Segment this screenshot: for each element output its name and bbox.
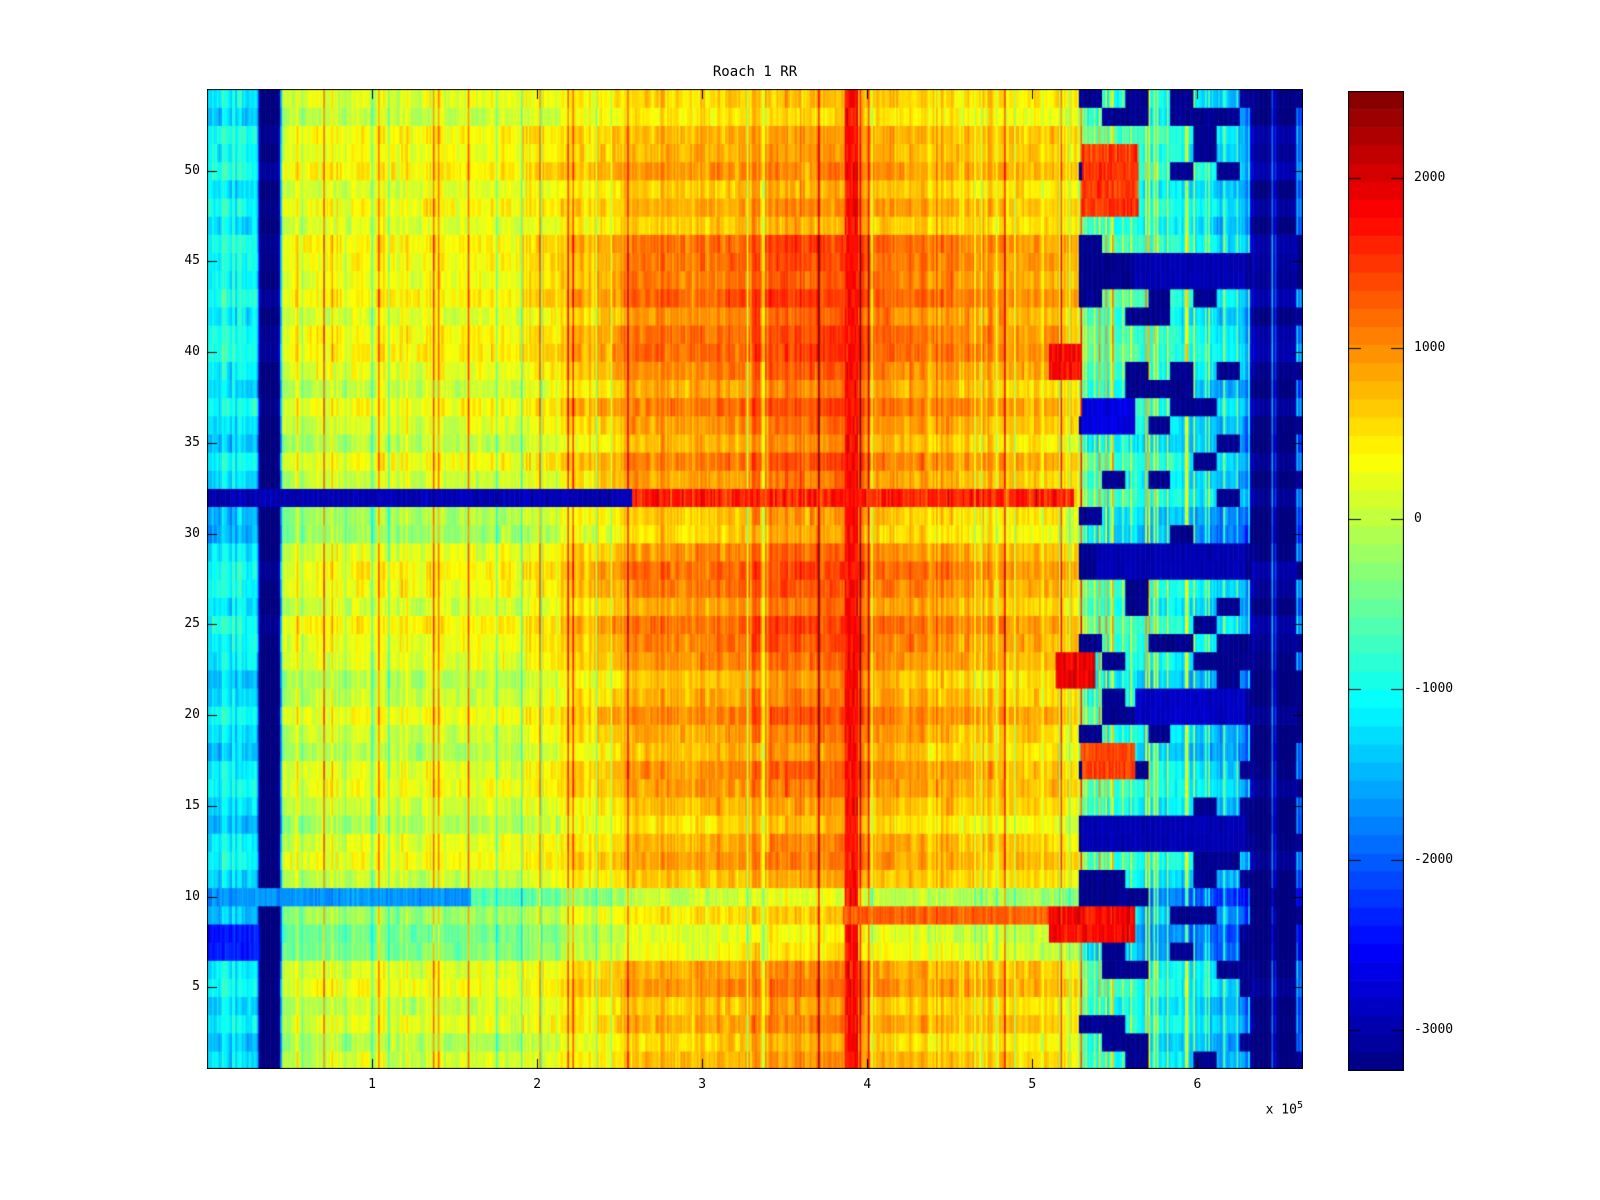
- y-tick-label: 45: [184, 253, 200, 269]
- heatmap-canvas: [207, 89, 1303, 1069]
- y-tick-label: 50: [184, 162, 200, 178]
- x-tick-label: 2: [533, 1077, 542, 1092]
- y-tick-label: 25: [184, 616, 200, 632]
- y-tick-label: 20: [184, 707, 200, 723]
- chart-title: Roach 1 RR: [712, 64, 798, 80]
- offset-base: x 10: [1265, 1102, 1297, 1118]
- colorbar-tick-label: 1000: [1414, 340, 1446, 356]
- x-tick-label: 3: [698, 1077, 707, 1092]
- colorbar-tick-label: -1000: [1414, 681, 1454, 697]
- y-tick-label: 40: [184, 344, 200, 360]
- colorbar-tick-label: -2000: [1414, 851, 1454, 867]
- colorbar-tick-label: -3000: [1414, 1022, 1454, 1038]
- y-tick-label: 15: [184, 797, 200, 813]
- colorbar-tick-label: 2000: [1414, 169, 1446, 185]
- x-tick-label: 4: [863, 1077, 872, 1092]
- colorbar-tick-label: 0: [1414, 510, 1422, 526]
- x-tick-label: 5: [1028, 1077, 1037, 1092]
- y-tick-label: 10: [184, 888, 200, 904]
- x-tick-label: 1: [368, 1077, 376, 1092]
- y-tick-label: 5: [192, 979, 200, 995]
- colorbar-canvas: [1348, 91, 1404, 1071]
- x-axis-offset-label: x 105: [1203, 1100, 1303, 1117]
- y-tick-label: 30: [184, 525, 200, 541]
- y-tick-label: 35: [184, 434, 200, 450]
- offset-exponent: 5: [1296, 1100, 1303, 1111]
- x-tick-label: 6: [1193, 1077, 1202, 1092]
